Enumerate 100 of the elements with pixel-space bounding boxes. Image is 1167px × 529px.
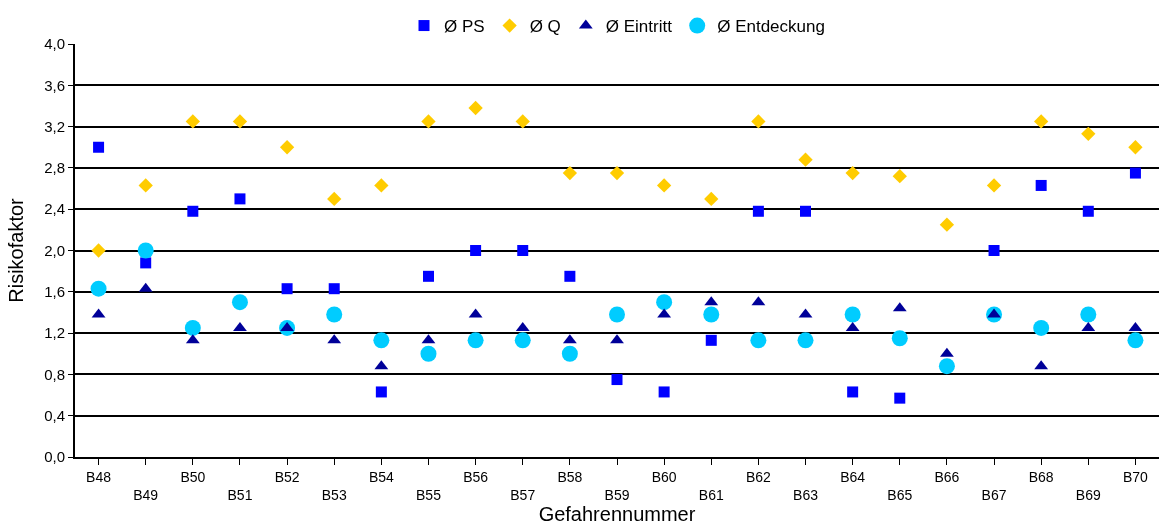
point [233,321,247,331]
x-tick-label: B61 [698,487,724,503]
point [91,243,106,258]
point [1127,332,1144,349]
point [703,306,720,323]
point [137,242,154,259]
x-tick-label: B63 [793,487,819,503]
point [800,205,812,217]
x-axis-title: Gefahrennummer [538,503,696,525]
point [1128,140,1143,155]
point [1082,205,1094,217]
point [93,141,105,153]
point [467,332,484,349]
point [515,114,530,129]
point [374,178,389,193]
legend-label: Ø Eintritt [605,17,673,37]
point [1034,114,1049,129]
point [1033,319,1050,336]
point [656,178,672,193]
point [847,386,859,398]
point [90,280,107,297]
y-tick-label: 2,8 [44,159,65,177]
x-tick-label: B67 [981,487,1007,503]
legend-label: Ø Q [529,17,561,37]
x-tick-label: B69 [1075,487,1101,503]
y-axis-title: Risikofaktor [5,197,28,303]
legend-label: Ø PS [444,17,485,37]
point [422,270,434,282]
point [326,306,343,323]
point [468,100,483,116]
point [517,245,529,256]
point [891,330,908,347]
point [656,294,673,311]
point [470,245,482,256]
point [844,306,861,323]
point [562,165,578,181]
point [845,165,860,181]
x-tick-label: B66 [934,468,960,485]
x-tick-label: B55 [416,487,442,503]
point [184,319,201,336]
point [939,217,955,232]
y-tick-label: 0,0 [44,448,65,466]
y-tick-label: 0,8 [44,365,65,383]
x-tick-label: B65 [887,487,913,503]
x-tick-label: B48 [86,468,112,485]
legend-label: Ø Entdeckung [717,17,825,37]
point [564,270,576,282]
point [373,332,390,349]
x-tick-label: B64 [840,468,866,485]
point [609,306,625,323]
x-tick-label: B60 [651,468,677,485]
point [234,193,246,205]
x-tick-label: B68 [1028,468,1054,485]
point [797,332,814,349]
point [938,358,955,375]
y-tick-label: 2,0 [44,241,65,259]
point [138,178,153,193]
point [705,334,717,346]
point [986,178,1002,193]
point [704,191,719,207]
point [1035,179,1047,191]
y-tick-label: 3,6 [44,76,65,94]
point [185,114,200,129]
x-tick-label: B51 [227,487,253,503]
y-tick-label: 0,4 [44,406,65,424]
x-tick-label: B54 [368,468,395,485]
point [751,114,766,129]
point [561,345,578,362]
point [1129,167,1141,179]
y-tick-label: 1,2 [44,324,65,342]
x-tick-label: B59 [604,487,630,503]
point [328,283,340,295]
y-tick-label: 4,0 [44,35,65,53]
x-tick-label: B52 [274,468,300,485]
point [421,114,436,129]
x-tick-label: B50 [180,468,206,485]
point [327,191,342,207]
point [140,257,152,269]
point [988,245,1000,256]
point [610,334,624,344]
x-tick-label: B53 [321,487,347,503]
y-tick-label: 2,4 [44,200,65,218]
point [750,332,767,349]
x-tick-label: B56 [463,468,489,485]
point [232,114,248,129]
point [1081,126,1096,141]
point [752,205,764,217]
x-tick-label: B49 [133,487,159,503]
point [231,294,248,311]
point [609,165,625,181]
point [279,140,295,155]
x-tick-label: B57 [510,487,536,503]
point [1080,306,1097,323]
point [798,152,813,167]
x-tick-label: B62 [745,468,772,485]
x-tick-label: B58 [557,468,583,485]
point [514,332,531,349]
x-tick-label: B70 [1122,468,1149,485]
point [420,345,437,362]
point [987,308,1001,318]
